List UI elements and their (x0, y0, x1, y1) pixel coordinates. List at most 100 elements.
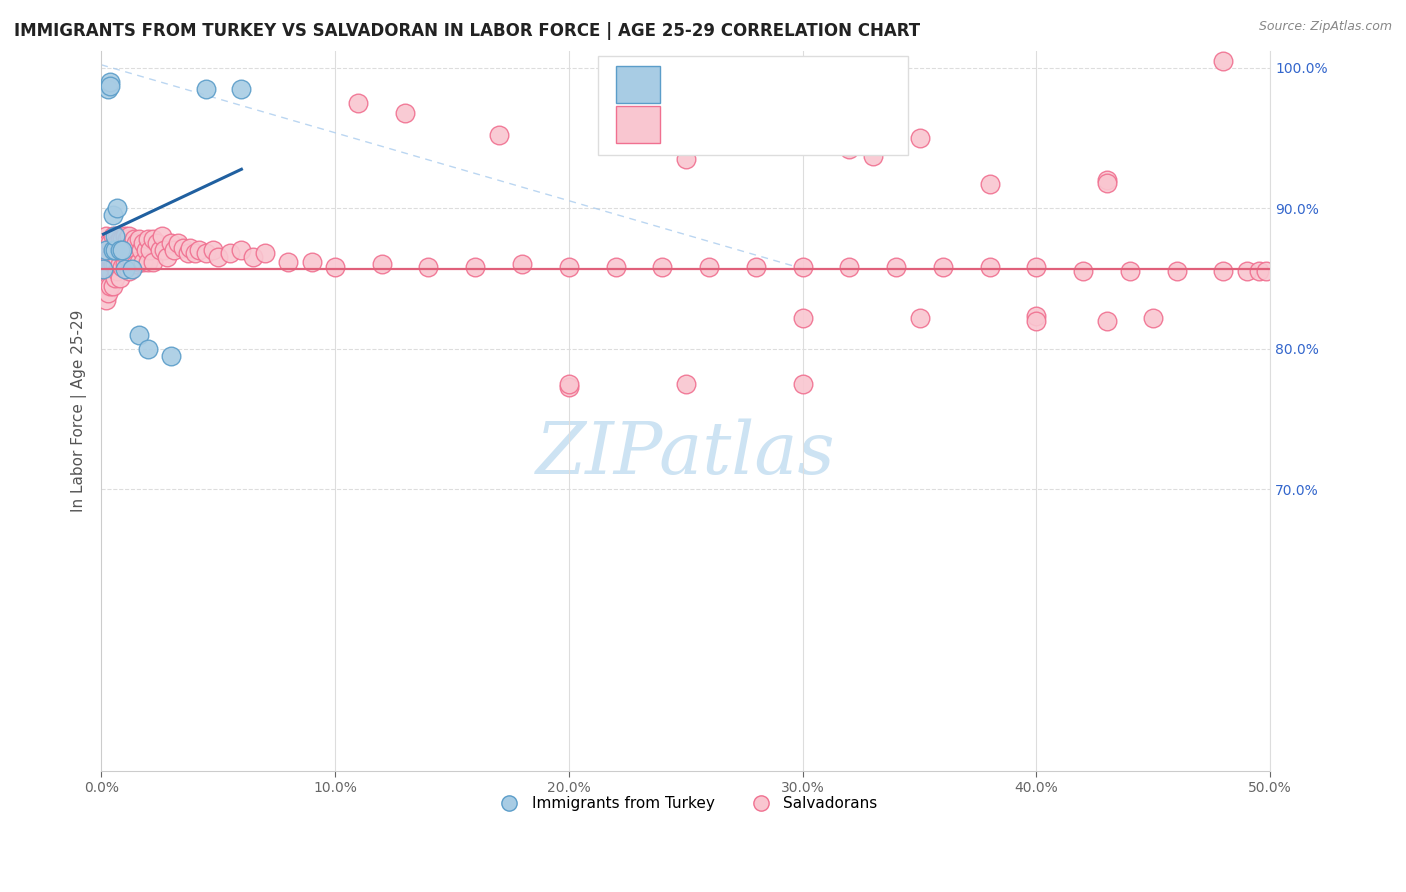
Point (1212, 54, 1234, 68)
Point (121, 254, 143, 268)
Point (136, 254, 159, 268)
Point (118, 264, 141, 278)
Point (202, 244, 225, 258)
Point (558, 260, 581, 275)
Point (101, 278, 124, 293)
Point (792, 260, 814, 275)
Point (1025, 260, 1047, 275)
Point (94, 229, 117, 244)
Point (139, 244, 162, 258)
Point (207, 251, 229, 265)
Point (128, 232, 150, 246)
Point (114, 257, 136, 271)
Text: 127: 127 (818, 115, 852, 133)
Point (121, 261, 143, 276)
Point (94, 251, 117, 265)
Point (93, 261, 115, 276)
Text: Source: ZipAtlas.com: Source: ZipAtlas.com (1258, 20, 1392, 33)
Point (464, 260, 486, 275)
Point (884, 260, 907, 275)
Point (107, 229, 129, 244)
Point (100, 264, 122, 278)
Point (394, 105, 416, 120)
Point (979, 178, 1001, 192)
Point (125, 257, 148, 271)
Point (104, 244, 127, 258)
Point (104, 257, 127, 271)
Point (128, 327, 150, 342)
Point (195, 246, 218, 260)
Point (768, 103, 790, 117)
Point (114, 261, 136, 276)
Point (323, 260, 346, 275)
Point (118, 229, 141, 244)
Point (651, 260, 673, 275)
Point (301, 254, 323, 268)
Point (114, 244, 136, 258)
Point (697, 260, 720, 275)
Point (121, 236, 143, 251)
Point (510, 257, 533, 271)
Point (136, 232, 159, 246)
Point (231, 244, 253, 258)
Point (1142, 310, 1164, 325)
Point (979, 260, 1001, 275)
Point (172, 241, 194, 255)
Point (932, 260, 955, 275)
Point (115, 232, 138, 246)
Text: 0.000: 0.000 (709, 115, 762, 133)
Point (1071, 264, 1094, 278)
Point (277, 254, 299, 268)
Point (94, 293, 117, 307)
Point (1095, 314, 1118, 328)
Point (104, 244, 127, 258)
Point (108, 244, 131, 258)
Text: 0.283: 0.283 (709, 77, 762, 95)
Point (149, 244, 172, 258)
Point (908, 310, 931, 325)
Point (162, 244, 184, 258)
Point (108, 257, 131, 271)
FancyBboxPatch shape (598, 55, 908, 155)
Point (97, 244, 120, 258)
Point (188, 244, 211, 258)
Point (370, 257, 392, 271)
Point (108, 271, 131, 285)
Point (488, 128, 510, 142)
Point (101, 208, 124, 222)
Point (160, 349, 183, 363)
Point (132, 236, 155, 251)
Point (104, 271, 127, 285)
Point (838, 260, 860, 275)
Point (605, 260, 627, 275)
Point (101, 244, 124, 258)
Point (1254, 264, 1277, 278)
Point (97, 278, 120, 293)
Text: R =: R = (662, 115, 699, 133)
Point (100, 236, 122, 251)
Text: N =: N = (770, 77, 808, 95)
Point (107, 201, 129, 215)
Point (93, 264, 115, 278)
Point (125, 236, 148, 251)
Point (100, 278, 122, 293)
Point (150, 229, 173, 244)
Point (97, 236, 120, 251)
Point (100, 251, 122, 265)
Point (1119, 264, 1142, 278)
Text: IMMIGRANTS FROM TURKEY VS SALVADORAN IN LABOR FORCE | AGE 25-29 CORRELATION CHAR: IMMIGRANTS FROM TURKEY VS SALVADORAN IN … (14, 22, 920, 40)
Text: 19: 19 (818, 77, 841, 95)
Text: R =: R = (662, 77, 699, 95)
Point (97, 81, 120, 95)
Point (108, 232, 131, 246)
Point (122, 251, 145, 265)
Point (675, 376, 697, 391)
Point (675, 152, 697, 166)
Point (111, 232, 134, 246)
Point (94, 278, 117, 293)
Point (114, 229, 136, 244)
Point (101, 244, 124, 258)
Point (195, 81, 218, 95)
Point (838, 142, 860, 156)
Point (104, 236, 127, 251)
